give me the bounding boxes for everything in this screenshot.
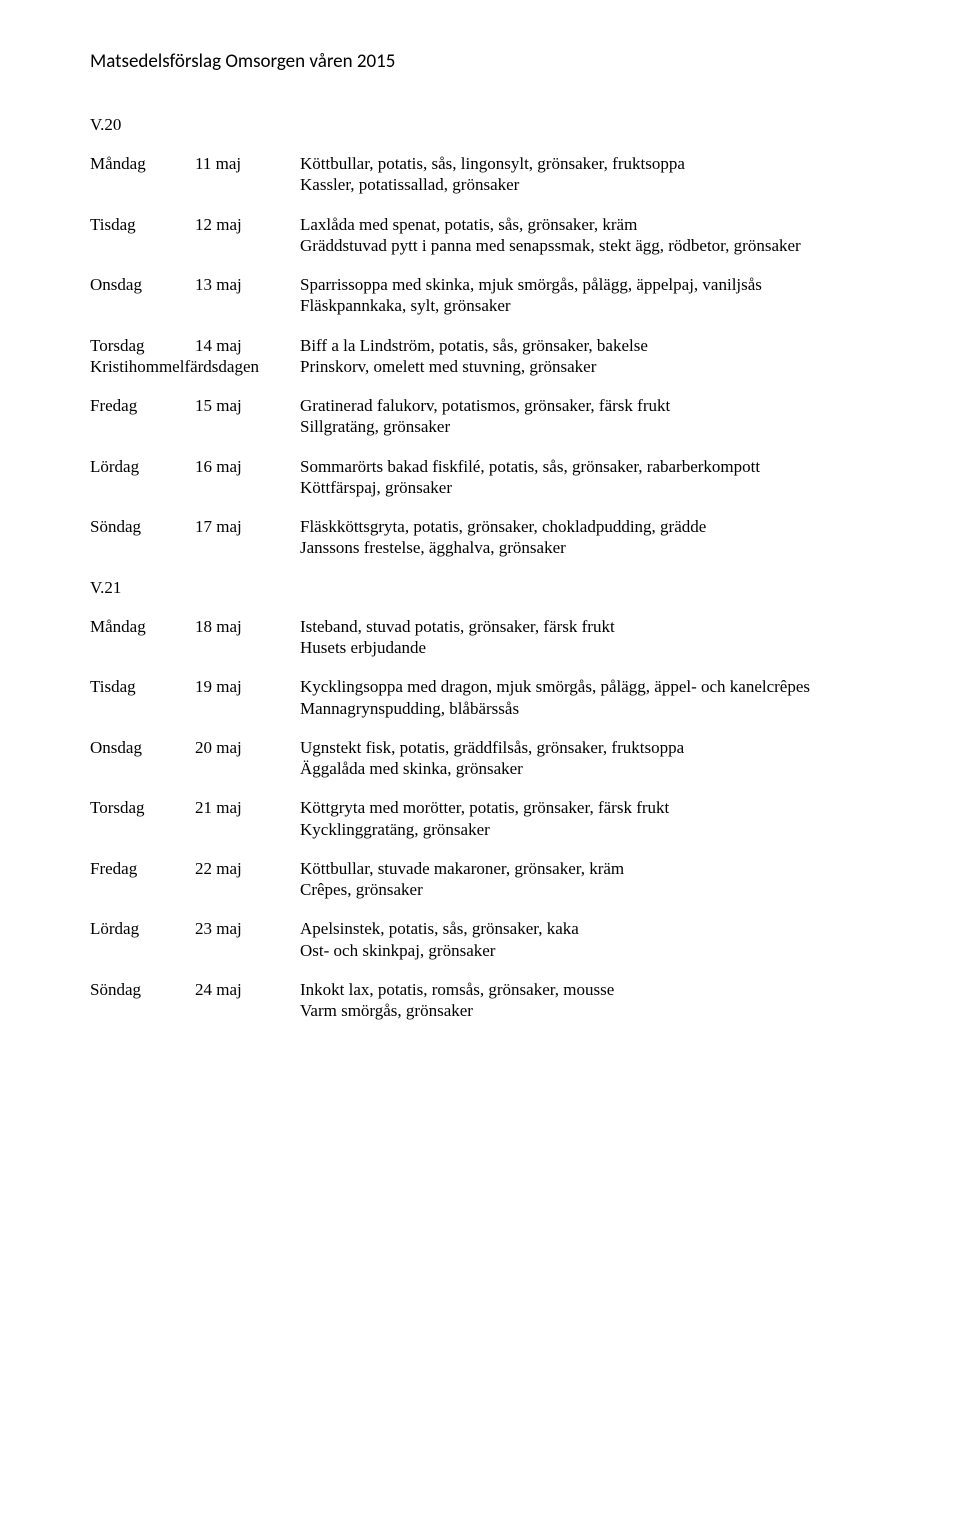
dish-line: Husets erbjudande: [300, 637, 870, 658]
desc-cell: Köttbullar, potatis, sås, lingonsylt, gr…: [300, 153, 870, 196]
desc-cell: Gratinerad falukorv, potatismos, grönsak…: [300, 395, 870, 438]
dish-line: Prinskorv, omelett med stuvning, grönsak…: [300, 356, 870, 377]
day-cell: Torsdag: [90, 797, 195, 818]
desc-cell: Laxlåda med spenat, potatis, sås, grönsa…: [300, 214, 870, 257]
menu-row: Söndag 24 maj Inkokt lax, potatis, romså…: [90, 979, 870, 1022]
dish-line: Fläskköttsgryta, potatis, grönsaker, cho…: [300, 516, 870, 537]
dish-line: Köttgryta med morötter, potatis, grönsak…: [300, 797, 870, 818]
dish-line: Kycklinggratäng, grönsaker: [300, 819, 870, 840]
date-cell: 20 maj: [195, 737, 300, 758]
dish-line: Gräddstuvad pytt i panna med senapssmak,…: [300, 235, 870, 256]
day-cell: Söndag: [90, 516, 195, 537]
day-cell: Söndag: [90, 979, 195, 1000]
page-title: Matsedelsförslag Omsorgen våren 2015: [90, 50, 870, 74]
desc-cell: Köttgryta med morötter, potatis, grönsak…: [300, 797, 870, 840]
menu-row: Fredag 22 maj Köttbullar, stuvade makaro…: [90, 858, 870, 901]
day-cell: Torsdag 14 maj Kristihommelfärdsdagen: [90, 335, 300, 378]
menu-row: Söndag 17 maj Fläskköttsgryta, potatis, …: [90, 516, 870, 559]
desc-cell: Sommarörts bakad fiskfilé, potatis, sås,…: [300, 456, 870, 499]
day-cell: Tisdag: [90, 676, 195, 697]
menu-row: Måndag 11 maj Köttbullar, potatis, sås, …: [90, 153, 870, 196]
date-cell: 21 maj: [195, 797, 300, 818]
dish-line: Apelsinstek, potatis, sås, grönsaker, ka…: [300, 918, 870, 939]
menu-row: Onsdag 20 maj Ugnstekt fisk, potatis, gr…: [90, 737, 870, 780]
desc-cell: Biff a la Lindström, potatis, sås, gröns…: [300, 335, 870, 378]
menu-row: Lördag 23 maj Apelsinstek, potatis, sås,…: [90, 918, 870, 961]
date-cell: 22 maj: [195, 858, 300, 879]
menu-row: Torsdag 14 maj Kristihommelfärdsdagen Bi…: [90, 335, 870, 378]
dish-line: Sillgratäng, grönsaker: [300, 416, 870, 437]
day-cell: Lördag: [90, 456, 195, 477]
desc-cell: Sparrissoppa med skinka, mjuk smörgås, p…: [300, 274, 870, 317]
week-label: V.20: [90, 114, 870, 135]
desc-cell: Ugnstekt fisk, potatis, gräddfilsås, grö…: [300, 737, 870, 780]
dish-line: Kassler, potatissallad, grönsaker: [300, 174, 870, 195]
week-label: V.21: [90, 577, 870, 598]
day-cell: Fredag: [90, 395, 195, 416]
day-cell: Måndag: [90, 153, 195, 174]
date-cell: 11 maj: [195, 153, 300, 174]
dish-line: Mannagrynspudding, blåbärssås: [300, 698, 870, 719]
date-cell: 14 maj: [195, 335, 242, 356]
dish-line: Crêpes, grönsaker: [300, 879, 870, 900]
dish-line: Kycklingsoppa med dragon, mjuk smörgås, …: [300, 676, 870, 697]
date-cell: 23 maj: [195, 918, 300, 939]
date-cell: 19 maj: [195, 676, 300, 697]
menu-row: Onsdag 13 maj Sparrissoppa med skinka, m…: [90, 274, 870, 317]
dish-line: Ost- och skinkpaj, grönsaker: [300, 940, 870, 961]
date-cell: 12 maj: [195, 214, 300, 235]
dish-line: Fläskpannkaka, sylt, grönsaker: [300, 295, 870, 316]
menu-row: Tisdag 12 maj Laxlåda med spenat, potati…: [90, 214, 870, 257]
dish-line: Ugnstekt fisk, potatis, gräddfilsås, grö…: [300, 737, 870, 758]
menu-row: Måndag 18 maj Isteband, stuvad potatis, …: [90, 616, 870, 659]
page: Matsedelsförslag Omsorgen våren 2015 V.2…: [0, 0, 960, 1540]
menu-row: Torsdag 21 maj Köttgryta med morötter, p…: [90, 797, 870, 840]
day-cell: Tisdag: [90, 214, 195, 235]
dish-line: Laxlåda med spenat, potatis, sås, grönsa…: [300, 214, 870, 235]
dish-line: Äggalåda med skinka, grönsaker: [300, 758, 870, 779]
menu-row: Tisdag 19 maj Kycklingsoppa med dragon, …: [90, 676, 870, 719]
date-cell: 17 maj: [195, 516, 300, 537]
desc-cell: Kycklingsoppa med dragon, mjuk smörgås, …: [300, 676, 870, 719]
date-cell: 13 maj: [195, 274, 300, 295]
menu-row: Fredag 15 maj Gratinerad falukorv, potat…: [90, 395, 870, 438]
date-cell: 15 maj: [195, 395, 300, 416]
day-cell: Onsdag: [90, 737, 195, 758]
date-cell: 18 maj: [195, 616, 300, 637]
desc-cell: Inkokt lax, potatis, romsås, grönsaker, …: [300, 979, 870, 1022]
desc-cell: Apelsinstek, potatis, sås, grönsaker, ka…: [300, 918, 870, 961]
dish-line: Inkokt lax, potatis, romsås, grönsaker, …: [300, 979, 870, 1000]
menu-row: Lördag 16 maj Sommarörts bakad fiskfilé,…: [90, 456, 870, 499]
dish-line: Gratinerad falukorv, potatismos, grönsak…: [300, 395, 870, 416]
dish-line: Köttfärspaj, grönsaker: [300, 477, 870, 498]
day-sub: Kristihommelfärdsdagen: [90, 356, 300, 377]
dish-line: Isteband, stuvad potatis, grönsaker, fär…: [300, 616, 870, 637]
dish-line: Sparrissoppa med skinka, mjuk smörgås, p…: [300, 274, 870, 295]
desc-cell: Isteband, stuvad potatis, grönsaker, fär…: [300, 616, 870, 659]
day-cell: Lördag: [90, 918, 195, 939]
dish-line: Köttbullar, stuvade makaroner, grönsaker…: [300, 858, 870, 879]
date-cell: 16 maj: [195, 456, 300, 477]
dish-line: Biff a la Lindström, potatis, sås, gröns…: [300, 335, 870, 356]
dish-line: Köttbullar, potatis, sås, lingonsylt, gr…: [300, 153, 870, 174]
day-cell: Onsdag: [90, 274, 195, 295]
date-cell: 24 maj: [195, 979, 300, 1000]
dish-line: Varm smörgås, grönsaker: [300, 1000, 870, 1021]
day-cell: Måndag: [90, 616, 195, 637]
desc-cell: Köttbullar, stuvade makaroner, grönsaker…: [300, 858, 870, 901]
dish-line: Janssons frestelse, ägghalva, grönsaker: [300, 537, 870, 558]
dish-line: Sommarörts bakad fiskfilé, potatis, sås,…: [300, 456, 870, 477]
day-cell: Fredag: [90, 858, 195, 879]
desc-cell: Fläskköttsgryta, potatis, grönsaker, cho…: [300, 516, 870, 559]
day-name: Torsdag: [90, 335, 195, 356]
